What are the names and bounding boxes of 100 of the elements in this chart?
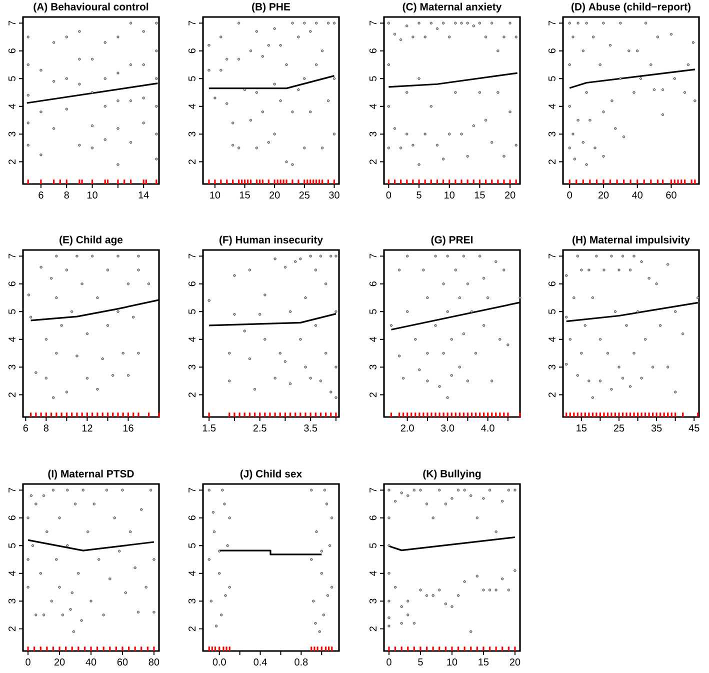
point — [406, 24, 408, 28]
point — [26, 516, 30, 520]
point — [585, 91, 588, 94]
point — [212, 511, 215, 514]
y-tick-label: 6 — [188, 282, 196, 286]
point — [66, 544, 69, 547]
x-tick-label: 1.5 — [202, 424, 216, 432]
point — [291, 110, 294, 114]
y-tick-label: 5 — [8, 543, 16, 548]
y-tick-label: 2 — [548, 160, 556, 164]
point — [393, 32, 396, 36]
point — [476, 516, 478, 520]
point — [622, 136, 626, 138]
point — [488, 488, 492, 492]
point — [218, 550, 221, 552]
chart-title: (E) Child age — [60, 236, 123, 246]
point — [319, 254, 322, 258]
point — [61, 614, 64, 616]
point — [237, 22, 240, 24]
point — [294, 260, 297, 263]
point — [261, 110, 264, 114]
x-tick-label: 6 — [23, 424, 28, 432]
point — [424, 132, 426, 136]
point — [621, 376, 624, 380]
point — [26, 94, 30, 97]
point — [400, 622, 403, 625]
point — [576, 22, 580, 24]
point — [40, 266, 42, 269]
point — [508, 22, 512, 24]
point — [565, 274, 568, 277]
point — [129, 99, 132, 102]
point — [273, 27, 276, 30]
point — [212, 530, 216, 534]
y-tick-label: 4 — [548, 336, 556, 342]
point — [52, 41, 56, 44]
point — [602, 154, 605, 158]
point — [648, 277, 650, 280]
point — [694, 99, 696, 102]
point — [400, 38, 402, 42]
point — [34, 502, 38, 506]
point — [442, 22, 445, 24]
point — [50, 277, 53, 280]
point — [326, 22, 330, 24]
chart-title: (B) PHE — [252, 2, 290, 13]
point — [390, 324, 393, 327]
x-tick-label: 0.4 — [254, 658, 267, 666]
point — [470, 494, 472, 497]
point — [108, 578, 112, 580]
point — [232, 144, 234, 146]
point — [137, 352, 140, 354]
point — [438, 588, 441, 592]
point — [42, 494, 46, 497]
x-tick-label: 12 — [82, 424, 92, 432]
point — [288, 382, 292, 386]
point — [661, 113, 664, 116]
point — [466, 282, 469, 286]
point — [448, 132, 451, 136]
y-tick-label: 2 — [188, 392, 196, 398]
y-tick-label: 7 — [548, 254, 556, 258]
point — [424, 36, 426, 38]
y-tick-label: 2 — [188, 626, 196, 632]
y-tick-label: 7 — [8, 254, 16, 258]
point — [279, 44, 282, 47]
point — [652, 366, 654, 368]
point — [66, 488, 69, 492]
point — [478, 254, 482, 258]
point — [330, 254, 332, 258]
x-tick-label: 25 — [299, 192, 310, 199]
point — [406, 254, 409, 258]
point — [594, 146, 596, 150]
point — [258, 313, 262, 316]
point — [106, 324, 110, 327]
point — [237, 58, 240, 60]
x-tick-label: 2.0 — [400, 424, 414, 432]
point — [314, 324, 317, 327]
point — [223, 502, 226, 506]
x-tick-label: 16 — [123, 424, 134, 432]
point — [636, 50, 639, 52]
point — [450, 605, 454, 608]
point — [105, 488, 108, 492]
point — [116, 127, 120, 130]
point — [618, 366, 620, 368]
point — [90, 146, 94, 150]
point — [508, 110, 512, 114]
point — [228, 586, 231, 588]
x-tick-label: 3.0 — [441, 424, 454, 432]
point — [40, 110, 42, 114]
y-tick-label: 4 — [8, 336, 16, 342]
point — [446, 310, 449, 313]
point — [484, 36, 488, 38]
point — [314, 622, 317, 625]
x-tick-label: 20 — [510, 658, 520, 666]
point — [412, 144, 414, 146]
y-tick-label: 7 — [188, 20, 196, 26]
chart-title: (K) Bullying — [423, 470, 481, 480]
point — [432, 516, 434, 520]
point — [450, 374, 453, 377]
point — [490, 141, 494, 144]
point — [406, 600, 410, 602]
point — [426, 380, 429, 382]
